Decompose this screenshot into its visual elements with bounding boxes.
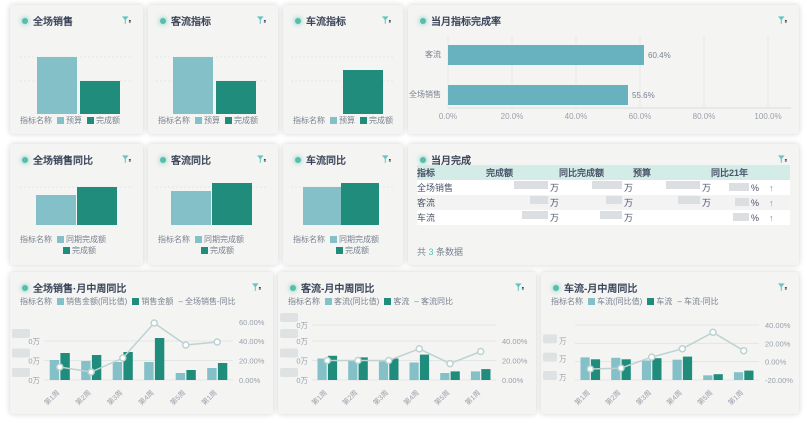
svg-text:0万: 0万 [296, 321, 308, 330]
svg-text:40.00%: 40.00% [765, 321, 791, 330]
svg-text:20.00%: 20.00% [502, 357, 528, 366]
svg-text:第2周: 第2周 [603, 388, 622, 407]
svg-text:第3周: 第3周 [105, 388, 124, 407]
svg-text:40.0%: 40.0% [565, 112, 588, 121]
svg-text:55.6%: 55.6% [632, 91, 655, 100]
svg-text:第3周: 第3周 [371, 388, 390, 407]
svg-text:第1周: 第1周 [310, 388, 329, 407]
svg-text:-20.00%: -20.00% [765, 376, 793, 385]
svg-text:第1周: 第1周 [463, 388, 482, 407]
svg-text:60.4%: 60.4% [648, 51, 671, 60]
svg-text:0万: 0万 [28, 337, 40, 346]
svg-text:60.0%: 60.0% [629, 112, 652, 121]
svg-text:0.00%: 0.00% [502, 376, 524, 385]
svg-text:60.00%: 60.00% [239, 318, 265, 327]
svg-text:20.00%: 20.00% [765, 339, 791, 348]
svg-text:0.0%: 0.0% [439, 112, 457, 121]
svg-text:第3周: 第3周 [634, 388, 653, 407]
svg-text:40.00%: 40.00% [239, 337, 265, 346]
svg-text:第4周: 第4周 [402, 388, 421, 407]
svg-text:0万: 0万 [296, 337, 308, 346]
svg-text:第1周: 第1周 [726, 388, 745, 407]
svg-text:全场销售: 全场销售 [409, 89, 441, 99]
svg-text:第5周: 第5周 [695, 388, 714, 407]
svg-text:第5周: 第5周 [168, 388, 187, 407]
svg-text:40.00%: 40.00% [502, 337, 528, 346]
svg-text:100.0%: 100.0% [754, 112, 781, 121]
svg-text:0.00%: 0.00% [765, 358, 787, 367]
svg-text:第1周: 第1周 [200, 388, 219, 407]
svg-text:第4周: 第4周 [137, 388, 156, 407]
svg-text:万: 万 [559, 336, 567, 345]
svg-text:第2周: 第2周 [340, 388, 359, 407]
svg-text:0万: 0万 [296, 357, 308, 366]
svg-text:第1周: 第1周 [573, 388, 592, 407]
svg-text:第2周: 第2周 [74, 388, 93, 407]
svg-text:客流: 客流 [425, 49, 441, 59]
svg-text:万: 万 [559, 355, 567, 364]
svg-text:0万: 0万 [296, 376, 308, 385]
svg-text:20.0%: 20.0% [501, 112, 524, 121]
svg-text:0万: 0万 [28, 376, 40, 385]
svg-text:万: 万 [559, 373, 567, 382]
svg-text:0万: 0万 [28, 357, 40, 366]
svg-text:第1周: 第1周 [42, 388, 61, 407]
svg-text:第4周: 第4周 [665, 388, 684, 407]
svg-text:80.0%: 80.0% [693, 112, 716, 121]
svg-text:第5周: 第5周 [432, 388, 451, 407]
svg-text:0.00%: 0.00% [239, 376, 261, 385]
svg-text:20.00%: 20.00% [239, 357, 265, 366]
